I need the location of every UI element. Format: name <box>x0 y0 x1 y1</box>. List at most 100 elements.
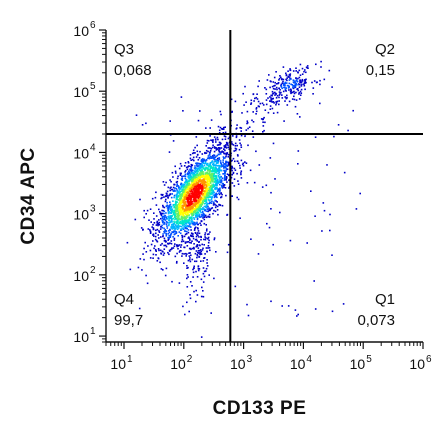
event-point <box>189 252 191 254</box>
event-point <box>202 267 205 269</box>
event-point <box>296 113 299 115</box>
event-point <box>207 193 209 195</box>
event-point <box>155 224 158 226</box>
event-point <box>184 192 186 194</box>
event-point <box>135 114 138 116</box>
event-point <box>197 203 200 206</box>
event-point <box>272 97 274 100</box>
event-point <box>176 201 178 203</box>
event-point <box>164 200 167 203</box>
event-point <box>206 208 208 210</box>
event-point <box>225 152 228 155</box>
event-point <box>181 211 184 214</box>
event-point <box>200 250 203 253</box>
event-point <box>206 233 209 236</box>
event-point <box>241 112 243 114</box>
event-point <box>185 194 188 197</box>
event-point <box>278 94 281 96</box>
event-point <box>299 94 302 96</box>
event-point <box>141 269 143 271</box>
event-point <box>171 188 174 191</box>
event-point <box>220 175 222 178</box>
event-point <box>162 220 164 223</box>
event-point <box>209 182 212 184</box>
event-point <box>289 239 292 242</box>
event-point <box>164 230 166 232</box>
event-point <box>172 217 174 220</box>
event-point <box>214 210 217 213</box>
event-point <box>193 182 196 184</box>
event-point <box>162 215 165 218</box>
event-point <box>197 191 200 194</box>
event-point <box>137 266 140 269</box>
event-point <box>209 163 211 165</box>
event-point <box>189 196 191 199</box>
event-point <box>243 104 245 106</box>
event-point <box>218 183 221 186</box>
event-point <box>195 300 197 303</box>
event-point <box>310 190 312 192</box>
event-point <box>180 186 183 188</box>
event-point <box>201 286 203 289</box>
event-point <box>199 191 201 193</box>
event-point <box>209 155 212 158</box>
event-point <box>152 223 154 226</box>
event-point <box>223 163 225 166</box>
event-point <box>204 209 206 211</box>
event-point <box>150 221 152 223</box>
event-point <box>204 199 207 201</box>
event-point <box>189 154 192 156</box>
event-point <box>167 211 170 214</box>
event-point <box>191 152 194 155</box>
event-point <box>213 181 216 183</box>
event-point <box>165 267 168 270</box>
event-point <box>209 151 211 154</box>
event-point <box>193 265 195 268</box>
event-point <box>211 157 214 159</box>
event-point <box>180 205 182 207</box>
event-point <box>144 241 146 244</box>
event-point <box>291 98 294 100</box>
event-point <box>197 177 200 180</box>
event-point <box>202 247 204 250</box>
event-point <box>278 79 280 81</box>
event-point <box>231 111 233 113</box>
event-point <box>223 157 225 160</box>
event-point <box>292 79 295 82</box>
event-point <box>187 212 189 215</box>
event-point <box>303 84 306 87</box>
event-point <box>170 217 173 219</box>
event-point <box>154 245 156 247</box>
event-point <box>190 254 192 257</box>
event-point <box>190 172 192 175</box>
event-point <box>180 185 183 187</box>
event-point <box>304 79 306 81</box>
event-point <box>269 105 272 107</box>
event-point <box>173 225 175 228</box>
event-point <box>170 186 172 189</box>
event-point <box>157 222 160 225</box>
event-point <box>158 249 160 252</box>
event-point <box>212 139 214 141</box>
event-point <box>251 130 254 132</box>
event-point <box>193 217 195 219</box>
event-point <box>192 276 194 278</box>
event-point <box>221 177 224 179</box>
event-point <box>218 180 221 182</box>
event-point <box>196 171 199 173</box>
event-point <box>331 254 333 256</box>
event-point <box>189 183 191 186</box>
event-point <box>195 167 198 169</box>
event-point <box>176 226 179 229</box>
event-point <box>294 84 296 86</box>
event-point <box>224 172 226 174</box>
event-point <box>194 252 197 255</box>
event-point <box>235 136 238 139</box>
event-point <box>234 145 237 147</box>
event-point <box>173 227 176 229</box>
y-tick-exponent: 4 <box>90 142 96 153</box>
event-point <box>174 255 177 258</box>
event-point <box>216 196 218 199</box>
event-point <box>329 213 331 216</box>
event-point <box>178 217 180 220</box>
